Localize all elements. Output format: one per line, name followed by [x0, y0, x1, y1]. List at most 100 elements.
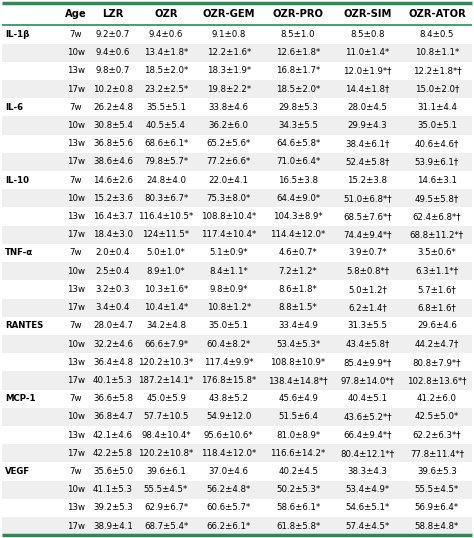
Text: 114.4±12.0*: 114.4±12.0*	[271, 230, 326, 239]
Text: 117.4±10.4*: 117.4±10.4*	[201, 230, 256, 239]
Text: 13.4±1.8*: 13.4±1.8*	[144, 48, 188, 57]
Text: VEGF: VEGF	[5, 467, 30, 476]
Text: 42.5±5.0*: 42.5±5.0*	[415, 413, 459, 421]
Text: 9.4±0.6: 9.4±0.6	[149, 30, 183, 39]
Text: 17w: 17w	[67, 84, 85, 94]
Text: 49.5±5.8†: 49.5±5.8†	[415, 194, 459, 203]
Text: 35.0±5.1: 35.0±5.1	[417, 121, 457, 130]
Bar	[2, 244, 472, 262]
Text: 36.2±6.0: 36.2±6.0	[209, 121, 249, 130]
Bar	[2, 208, 472, 225]
Text: TNF-α: TNF-α	[5, 249, 34, 258]
Text: 52.4±5.8†: 52.4±5.8†	[345, 158, 390, 166]
Text: 10w: 10w	[67, 413, 85, 421]
Text: 80.3±6.7*: 80.3±6.7*	[144, 194, 188, 203]
Text: 40.4±5.1: 40.4±5.1	[347, 394, 387, 403]
Text: 8.4±0.5: 8.4±0.5	[419, 30, 454, 39]
Text: 9.1±0.8: 9.1±0.8	[211, 30, 246, 39]
Text: 118.4±12.0*: 118.4±12.0*	[201, 449, 256, 458]
Text: 68.5±7.6*†: 68.5±7.6*†	[343, 212, 392, 221]
Text: 40.6±4.6†: 40.6±4.6†	[415, 139, 459, 148]
Text: 5.7±1.6†: 5.7±1.6†	[418, 285, 456, 294]
Text: 68.7±5.4*: 68.7±5.4*	[144, 522, 188, 530]
Text: 55.5±4.5*: 55.5±4.5*	[415, 485, 459, 494]
Text: 8.5±0.8: 8.5±0.8	[350, 30, 385, 39]
Bar	[2, 517, 472, 535]
Text: 7w: 7w	[70, 103, 82, 112]
Text: 36.8±5.6: 36.8±5.6	[93, 139, 133, 148]
Text: 61.8±5.8*: 61.8±5.8*	[276, 522, 320, 530]
Text: 5.1±0.9*: 5.1±0.9*	[210, 249, 248, 258]
Text: 32.2±4.6: 32.2±4.6	[93, 339, 133, 349]
Text: 6.2±1.4†: 6.2±1.4†	[348, 303, 387, 312]
Text: 13w: 13w	[67, 212, 85, 221]
Text: 2.5±0.4: 2.5±0.4	[96, 267, 130, 275]
Text: LZR: LZR	[102, 9, 124, 19]
Text: 55.5±4.5*: 55.5±4.5*	[144, 485, 188, 494]
Text: 85.4±9.9*†: 85.4±9.9*†	[343, 358, 392, 367]
Text: 64.6±5.8*: 64.6±5.8*	[276, 139, 320, 148]
Text: 97.8±14.0*†: 97.8±14.0*†	[340, 376, 394, 385]
Text: IL-6: IL-6	[5, 103, 23, 112]
Text: 57.7±10.5: 57.7±10.5	[143, 413, 189, 421]
Text: 50.2±5.3*: 50.2±5.3*	[276, 485, 320, 494]
Text: 7.2±1.2*: 7.2±1.2*	[279, 267, 318, 275]
Text: 39.6±5.3: 39.6±5.3	[417, 467, 457, 476]
Text: 29.9±4.3: 29.9±4.3	[347, 121, 387, 130]
Text: 35.0±5.1: 35.0±5.1	[209, 321, 249, 330]
Text: 17w: 17w	[67, 158, 85, 166]
Text: 43.4±5.8†: 43.4±5.8†	[345, 339, 390, 349]
Text: 7w: 7w	[70, 467, 82, 476]
Bar	[2, 390, 472, 408]
Text: 10w: 10w	[67, 194, 85, 203]
Text: 108.8±10.4*: 108.8±10.4*	[201, 212, 256, 221]
Bar	[2, 25, 472, 44]
Text: 68.8±11.2*†: 68.8±11.2*†	[410, 230, 464, 239]
Text: 116.6±14.2*: 116.6±14.2*	[271, 449, 326, 458]
Text: 60.6±5.7*: 60.6±5.7*	[207, 504, 251, 513]
Text: 66.6±7.9*: 66.6±7.9*	[144, 339, 188, 349]
Text: 13w: 13w	[67, 504, 85, 513]
Text: 34.3±5.5: 34.3±5.5	[278, 121, 318, 130]
Text: 36.8±4.7: 36.8±4.7	[93, 413, 133, 421]
Bar	[2, 116, 472, 134]
Bar	[2, 98, 472, 116]
Text: 13w: 13w	[67, 66, 85, 75]
Text: 8.9±1.0*: 8.9±1.0*	[146, 267, 185, 275]
Bar	[2, 480, 472, 499]
Text: 6.8±1.6†: 6.8±1.6†	[418, 303, 456, 312]
Text: 5.0±1.0*: 5.0±1.0*	[146, 249, 185, 258]
Text: 9.8±0.7: 9.8±0.7	[96, 66, 130, 75]
Text: 58.6±6.1*: 58.6±6.1*	[276, 504, 320, 513]
Bar	[2, 299, 472, 317]
Text: 10.3±1.6*: 10.3±1.6*	[144, 285, 188, 294]
Text: 26.2±4.8: 26.2±4.8	[93, 103, 133, 112]
Text: 10.4±1.4*: 10.4±1.4*	[144, 303, 188, 312]
Text: 33.4±4.9: 33.4±4.9	[278, 321, 318, 330]
Text: 12.2±1.6*: 12.2±1.6*	[207, 48, 251, 57]
Text: 12.0±1.9*†: 12.0±1.9*†	[343, 66, 392, 75]
Text: 17w: 17w	[67, 303, 85, 312]
Text: 9.4±0.6: 9.4±0.6	[96, 48, 130, 57]
Text: 53.9±6.1†: 53.9±6.1†	[415, 158, 459, 166]
Text: 7w: 7w	[70, 249, 82, 258]
Text: 64.4±9.0*: 64.4±9.0*	[276, 194, 320, 203]
Text: 176.8±15.8*: 176.8±15.8*	[201, 376, 256, 385]
Text: 38.3±4.3: 38.3±4.3	[347, 467, 387, 476]
Text: 5.0±1.2†: 5.0±1.2†	[348, 285, 387, 294]
Text: 28.0±4.7: 28.0±4.7	[93, 321, 133, 330]
Text: 31.1±4.4: 31.1±4.4	[417, 103, 457, 112]
Text: 98.4±10.4*: 98.4±10.4*	[141, 430, 191, 440]
Text: 24.8±4.0: 24.8±4.0	[146, 175, 186, 185]
Bar	[2, 408, 472, 426]
Text: 39.6±6.1: 39.6±6.1	[146, 467, 186, 476]
Text: 6.3±1.1*†: 6.3±1.1*†	[415, 267, 458, 275]
Text: 120.2±10.8*: 120.2±10.8*	[138, 449, 194, 458]
Text: 38.4±6.1†: 38.4±6.1†	[345, 139, 390, 148]
Text: 2.0±0.4: 2.0±0.4	[96, 249, 130, 258]
Text: 10.8±1.1*: 10.8±1.1*	[415, 48, 459, 57]
Text: 43.6±5.2*†: 43.6±5.2*†	[343, 413, 392, 421]
Text: 81.0±8.9*: 81.0±8.9*	[276, 430, 320, 440]
Text: 18.5±2.0*: 18.5±2.0*	[276, 84, 320, 94]
Text: 28.0±4.5: 28.0±4.5	[347, 103, 387, 112]
